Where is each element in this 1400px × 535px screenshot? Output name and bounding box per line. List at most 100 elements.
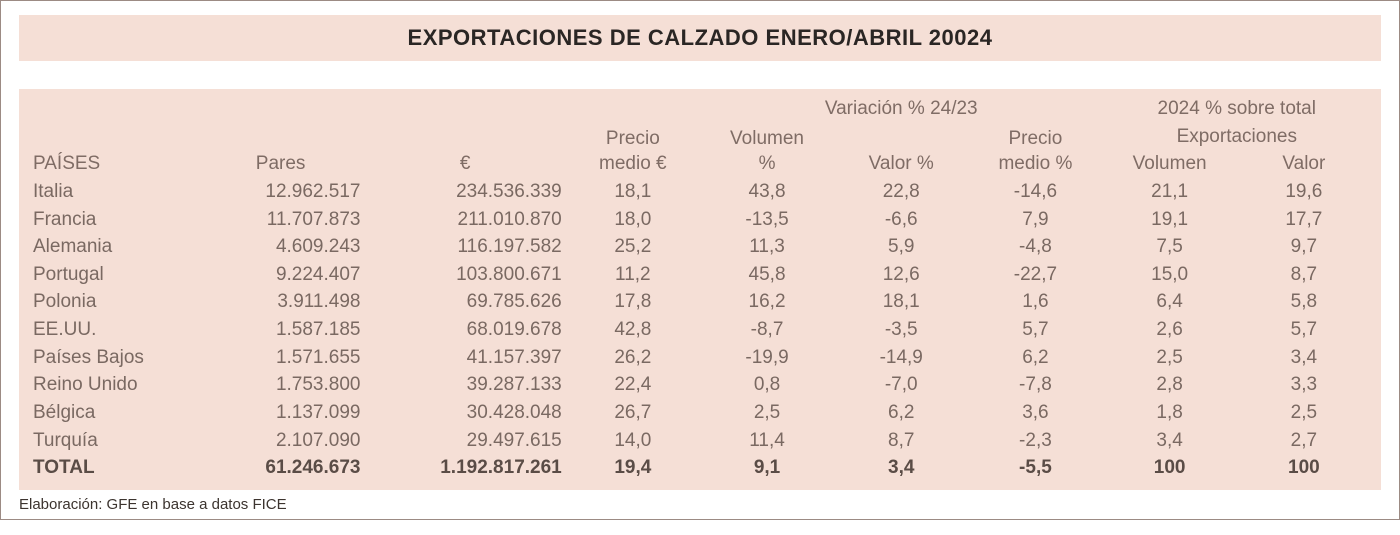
cell-pais: Países Bajos [29, 344, 197, 372]
cell-pares: 1.753.800 [197, 371, 365, 399]
cell-exp-volumen: 21,1 [1103, 178, 1237, 206]
cell-valor-pct: 12,6 [834, 261, 968, 289]
table-row: Turquía2.107.09029.497.61514,011,48,7-2,… [29, 427, 1371, 455]
cell-volumen-pct: 0,8 [700, 371, 834, 399]
cell-pares: 4.609.243 [197, 233, 365, 261]
table-container: PAÍSES Pares € Precio medio € Variación … [19, 89, 1381, 490]
cell-precio-medio: 11,2 [566, 261, 700, 289]
table-row: Reino Unido1.753.80039.287.13322,40,8-7,… [29, 371, 1371, 399]
cell-volumen-pct: 11,3 [700, 233, 834, 261]
cell-precio-pct: 3,6 [968, 399, 1102, 427]
cell-pares: 1.587.185 [197, 316, 365, 344]
cell-pares: 2.107.090 [197, 427, 365, 455]
cell-exp-valor: 5,7 [1237, 316, 1371, 344]
cell-euro: 69.785.626 [364, 288, 565, 316]
cell-euro: 1.192.817.261 [364, 454, 565, 482]
cell-volumen-pct: 16,2 [700, 288, 834, 316]
cell-valor-pct: 6,2 [834, 399, 968, 427]
col-group-variacion: Variación % 24/23 [700, 95, 1103, 123]
cell-euro: 29.497.615 [364, 427, 565, 455]
cell-valor-pct: -6,6 [834, 206, 968, 234]
col-header-exp-volumen: Volumen [1103, 150, 1237, 178]
col-header-precio-pct-l1: Precio [1008, 128, 1062, 149]
cell-pares: 9.224.407 [197, 261, 365, 289]
cell-volumen-pct: 9,1 [700, 454, 834, 482]
cell-exp-valor: 5,8 [1237, 288, 1371, 316]
report-title: EXPORTACIONES DE CALZADO ENERO/ABRIL 200… [19, 15, 1381, 61]
cell-pais: Alemania [29, 233, 197, 261]
spacer [19, 61, 1381, 89]
table-row: Italia12.962.517234.536.33918,143,822,8-… [29, 178, 1371, 206]
table-row: Polonia3.911.49869.785.62617,816,218,11,… [29, 288, 1371, 316]
cell-euro: 68.019.678 [364, 316, 565, 344]
cell-volumen-pct: 11,4 [700, 427, 834, 455]
cell-exp-volumen: 3,4 [1103, 427, 1237, 455]
cell-volumen-pct: -19,9 [700, 344, 834, 372]
cell-precio-medio: 26,2 [566, 344, 700, 372]
cell-precio-pct: -5,5 [968, 454, 1102, 482]
cell-precio-pct: -2,3 [968, 427, 1102, 455]
cell-euro: 41.157.397 [364, 344, 565, 372]
cell-precio-medio: 17,8 [566, 288, 700, 316]
cell-valor-pct: -7,0 [834, 371, 968, 399]
cell-pares: 3.911.498 [197, 288, 365, 316]
col-header-pares: Pares [197, 95, 365, 178]
source-note: Elaboración: GFE en base a datos FICE [19, 490, 1381, 513]
cell-euro: 116.197.582 [364, 233, 565, 261]
col-header-precio-medio-l2: medio € [599, 153, 667, 174]
table-row: EE.UU.1.587.18568.019.67842,8-8,7-3,55,7… [29, 316, 1371, 344]
cell-volumen-pct: 45,8 [700, 261, 834, 289]
cell-euro: 30.428.048 [364, 399, 565, 427]
cell-pais: Portugal [29, 261, 197, 289]
cell-precio-medio: 18,1 [566, 178, 700, 206]
cell-precio-medio: 26,7 [566, 399, 700, 427]
report-container: EXPORTACIONES DE CALZADO ENERO/ABRIL 200… [0, 0, 1400, 520]
cell-pais: Turquía [29, 427, 197, 455]
table-row: Portugal9.224.407103.800.67111,245,812,6… [29, 261, 1371, 289]
cell-pares: 1.571.655 [197, 344, 365, 372]
cell-euro: 234.536.339 [364, 178, 565, 206]
col-header-precio-medio-l1: Precio [606, 128, 660, 149]
cell-exp-valor: 19,6 [1237, 178, 1371, 206]
cell-exp-valor: 8,7 [1237, 261, 1371, 289]
cell-exp-volumen: 2,5 [1103, 344, 1237, 372]
col-header-precio-pct: Precio medio % [968, 123, 1102, 178]
table-row: Bélgica1.137.09930.428.04826,72,56,23,61… [29, 399, 1371, 427]
col-header-volumen-l1: Volumen [730, 128, 804, 149]
cell-precio-pct: 1,6 [968, 288, 1102, 316]
cell-exp-valor: 3,4 [1237, 344, 1371, 372]
col-header-paises: PAÍSES [29, 95, 197, 178]
cell-euro: 211.010.870 [364, 206, 565, 234]
cell-exp-valor: 2,5 [1237, 399, 1371, 427]
cell-exp-valor: 17,7 [1237, 206, 1371, 234]
cell-exp-volumen: 15,0 [1103, 261, 1237, 289]
col-header-precio-medio: Precio medio € [566, 95, 700, 178]
cell-precio-pct: 5,7 [968, 316, 1102, 344]
cell-pais: Italia [29, 178, 197, 206]
table-body: Italia12.962.517234.536.33918,143,822,8-… [29, 178, 1371, 482]
cell-pais: EE.UU. [29, 316, 197, 344]
col-header-volumen-l2: % [759, 153, 776, 174]
col-group-export-l1: 2024 % sobre total [1103, 95, 1371, 123]
cell-pares: 61.246.673 [197, 454, 365, 482]
cell-exp-volumen: 6,4 [1103, 288, 1237, 316]
cell-euro: 103.800.671 [364, 261, 565, 289]
cell-valor-pct: -3,5 [834, 316, 968, 344]
cell-precio-medio: 14,0 [566, 427, 700, 455]
cell-pais: Francia [29, 206, 197, 234]
cell-precio-pct: -4,8 [968, 233, 1102, 261]
cell-pais: Reino Unido [29, 371, 197, 399]
exports-table: PAÍSES Pares € Precio medio € Variación … [29, 95, 1371, 482]
table-row-total: TOTAL61.246.6731.192.817.26119,49,13,4-5… [29, 454, 1371, 482]
cell-precio-medio: 18,0 [566, 206, 700, 234]
cell-precio-medio: 42,8 [566, 316, 700, 344]
cell-pares: 12.962.517 [197, 178, 365, 206]
cell-exp-volumen: 2,6 [1103, 316, 1237, 344]
cell-volumen-pct: -8,7 [700, 316, 834, 344]
cell-pais: Polonia [29, 288, 197, 316]
table-row: Países Bajos1.571.65541.157.39726,2-19,9… [29, 344, 1371, 372]
col-header-precio-pct-l2: medio % [998, 153, 1072, 174]
cell-precio-medio: 22,4 [566, 371, 700, 399]
table-row: Alemania4.609.243116.197.58225,211,35,9-… [29, 233, 1371, 261]
col-group-export-l2: Exportaciones [1103, 123, 1371, 151]
